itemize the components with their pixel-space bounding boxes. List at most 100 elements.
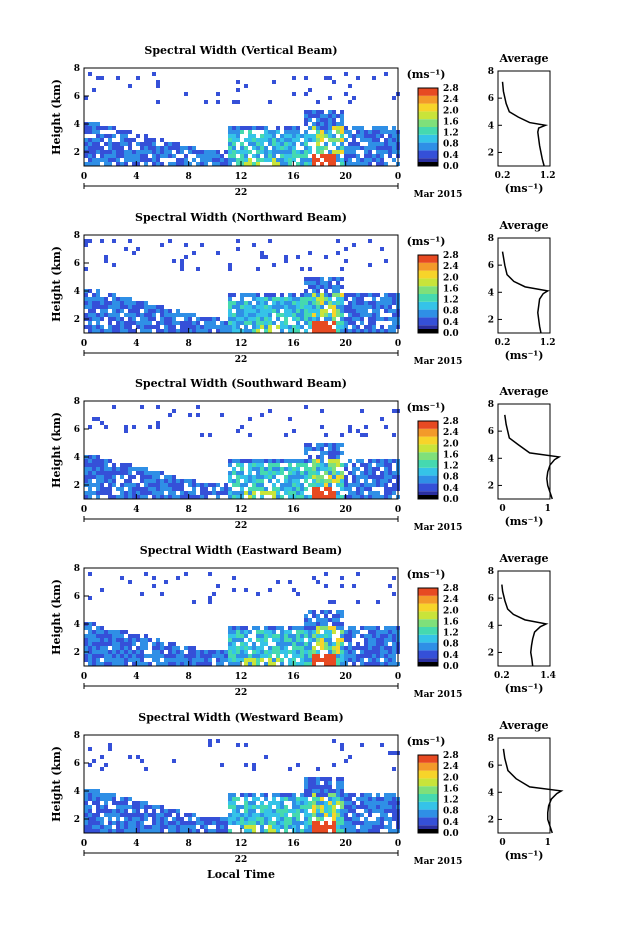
- heatmap-cell: [100, 154, 104, 158]
- heatmap-cell: [228, 138, 232, 142]
- heatmap-cell: [284, 126, 288, 130]
- heatmap-cell: [276, 150, 280, 154]
- heatmap-cell: [364, 642, 368, 646]
- heatmap-cell: [120, 654, 124, 658]
- heatmap-cell: [172, 817, 176, 821]
- heatmap-cell: [104, 471, 108, 475]
- heatmap-cell: [136, 813, 140, 817]
- heatmap-cell: [144, 142, 148, 146]
- heatmap-cell: [320, 447, 324, 451]
- heatmap-cell: [192, 251, 196, 255]
- heatmap-cell: [368, 638, 372, 642]
- heatmap-cell: [192, 662, 196, 666]
- heatmap-cell: [332, 622, 336, 626]
- heatmap-cell: [280, 821, 284, 825]
- heatmap-cell: [268, 829, 272, 833]
- heatmap-cell: [320, 451, 324, 455]
- heatmap-cell: [328, 305, 332, 309]
- heatmap-cell: [332, 455, 336, 459]
- day-label: 22: [235, 855, 248, 865]
- heatmap-cell: [156, 825, 160, 829]
- heatmap-cell: [324, 329, 328, 333]
- heatmap-cell: [284, 797, 288, 801]
- heatmap-cell: [332, 451, 336, 455]
- heatmap-cell: [352, 329, 356, 333]
- heatmap-cell: [156, 813, 160, 817]
- y-tick-label: 8: [74, 564, 80, 574]
- heatmap-cell: [92, 417, 96, 421]
- heatmap-cell: [84, 829, 88, 833]
- heatmap-cell: [332, 600, 336, 604]
- heatmap-cell: [104, 487, 108, 491]
- heatmap-cell: [244, 817, 248, 821]
- heatmap-cell: [156, 654, 160, 658]
- heatmap-cell: [340, 821, 344, 825]
- heatmap-cell: [88, 305, 92, 309]
- heatmap-cell: [332, 829, 336, 833]
- heatmap-cell: [244, 825, 248, 829]
- heatmap-cell: [168, 813, 172, 817]
- heatmap-cell: [384, 459, 388, 463]
- heatmap-cell: [256, 479, 260, 483]
- heatmap-cell: [332, 475, 336, 479]
- heatmap-cell: [348, 429, 352, 433]
- heatmap-cell: [244, 588, 248, 592]
- heatmap-cell: [228, 317, 232, 321]
- x-tick-label: 0: [395, 339, 401, 349]
- heatmap-cell: [392, 654, 396, 658]
- heatmap-cell: [380, 154, 384, 158]
- heatmap-cell: [348, 317, 352, 321]
- heatmap-cell: [332, 471, 336, 475]
- heatmap-cell: [340, 743, 344, 747]
- heatmap-cell: [124, 630, 128, 634]
- heatmap-cell: [336, 471, 340, 475]
- heatmap-cell: [256, 154, 260, 158]
- heatmap-cell: [308, 781, 312, 785]
- heatmap-cell: [216, 739, 220, 743]
- heatmap-cell: [304, 92, 308, 96]
- heatmap-cell: [384, 646, 388, 650]
- heatmap-cell: [256, 309, 260, 313]
- heatmap-cell: [348, 313, 352, 317]
- heatmap-cell: [124, 658, 128, 662]
- heatmap-cell: [232, 646, 236, 650]
- heatmap-cell: [340, 576, 344, 580]
- heatmap-cell: [172, 825, 176, 829]
- heatmap-cell: [128, 487, 132, 491]
- heatmap-cell: [268, 138, 272, 142]
- heatmap-cell: [96, 126, 100, 130]
- heatmap-cell: [252, 813, 256, 817]
- heatmap-cell: [104, 805, 108, 809]
- heatmap-cell: [264, 150, 268, 154]
- heatmap-cell: [232, 313, 236, 317]
- heatmap-cell: [280, 313, 284, 317]
- heatmap-cell: [196, 413, 200, 417]
- heatmap-cell: [136, 158, 140, 162]
- heatmap-cell: [364, 301, 368, 305]
- heatmap-cell: [228, 126, 232, 130]
- heatmap-cell: [300, 325, 304, 329]
- heatmap-cell: [92, 797, 96, 801]
- heatmap-cell: [112, 801, 116, 805]
- heatmap-cell: [208, 150, 212, 154]
- heatmap-cell: [336, 301, 340, 305]
- heatmap-cell: [368, 829, 372, 833]
- heatmap-cell: [340, 110, 344, 114]
- heatmap-cell: [312, 662, 316, 666]
- heatmap-cell: [236, 80, 240, 84]
- heatmap-cell: [148, 325, 152, 329]
- heatmap-cell: [144, 487, 148, 491]
- heatmap-cell: [392, 329, 396, 333]
- heatmap-cell: [168, 154, 172, 158]
- heatmap-cell: [320, 491, 324, 495]
- heatmap-cell: [200, 654, 204, 658]
- x-tick-label: 0: [81, 839, 87, 849]
- heatmap-cell: [132, 475, 136, 479]
- heatmap-cell: [172, 650, 176, 654]
- heatmap-cell: [96, 829, 100, 833]
- heatmap-cell: [196, 817, 200, 821]
- heatmap-cell: [208, 572, 212, 576]
- heatmap-cell: [268, 662, 272, 666]
- heatmap-cell: [268, 239, 272, 243]
- heatmap-cell: [204, 825, 208, 829]
